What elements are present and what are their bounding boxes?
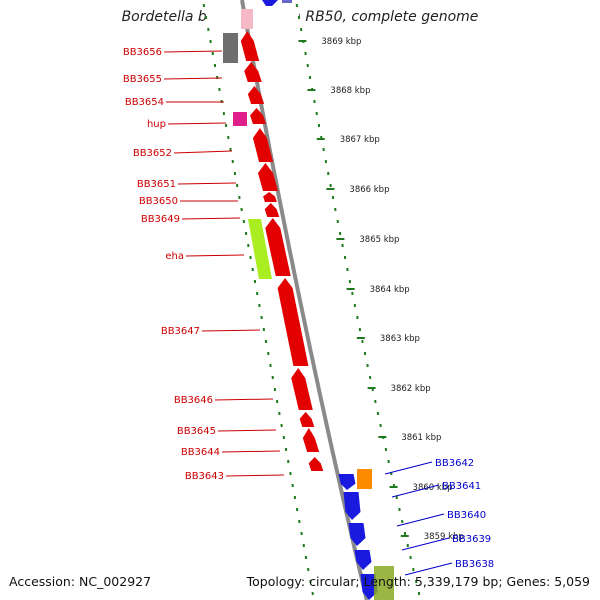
reverse-gene-arrow (244, 62, 262, 82)
gene-label-leader (185, 254, 245, 257)
gene-label-leader (396, 513, 445, 527)
gene-label-leader (163, 77, 223, 80)
gene-label-leader (177, 182, 237, 185)
reverse-gene-label: BB3646 (174, 395, 213, 406)
gene-label-leader (201, 329, 261, 332)
gray-feature (223, 33, 238, 63)
gene-label-leader (181, 217, 241, 220)
reverse-gene-arrow (277, 278, 309, 366)
gene-label-leader (167, 122, 227, 125)
magenta-feature (233, 112, 247, 126)
olive-feature (374, 566, 394, 600)
kbp-label: 3862 kbp (391, 384, 431, 394)
forward-gene-arrow (282, 0, 292, 3)
reverse-gene-arrow (250, 108, 266, 124)
reverse-gene-arrow (252, 128, 274, 162)
reverse-gene-label: BB3654 (125, 97, 164, 108)
kbp-label: 3864 kbp (370, 285, 410, 295)
reverse-gene-label: BB3643 (185, 471, 224, 482)
reverse-gene-arrow (240, 31, 260, 61)
gene-label-leader (163, 50, 223, 53)
gene-label-leader (401, 537, 450, 551)
kbp-label: 3868 kbp (330, 86, 370, 96)
reverse-gene-label: BB3651 (137, 179, 176, 190)
reverse-gene-label: eha (165, 251, 184, 262)
forward-gene-arrow (360, 574, 378, 600)
gene-label-leader (173, 150, 233, 154)
reverse-gene-arrow (264, 203, 280, 217)
reverse-gene-arrow (308, 457, 324, 471)
forward-gene-label: BB3640 (447, 510, 486, 521)
genome-summary-text: Topology: circular; Length: 5,339,179 bp… (246, 574, 590, 589)
forward-gene-label: BB3638 (455, 559, 494, 570)
kbp-label: 3859 kbp (424, 532, 464, 542)
gene-label-leader (217, 429, 277, 432)
kbp-label: 3860 kbp (413, 483, 453, 493)
gene-label-leader (404, 562, 453, 576)
reverse-gene-label: BB3656 (123, 47, 162, 58)
gene-label-leader (391, 484, 440, 498)
reverse-gene-arrow (291, 368, 313, 410)
reverse-gene-label: BB3650 (139, 196, 178, 207)
kbp-label: 3865 kbp (359, 235, 399, 245)
forward-gene-arrow (343, 492, 361, 520)
gene-label-leader (214, 398, 274, 401)
reverse-gene-label: hup (147, 119, 166, 130)
kbp-label: 3867 kbp (340, 135, 380, 145)
reverse-gene-label: BB3645 (177, 426, 216, 437)
kbp-label: 3866 kbp (349, 185, 389, 195)
forward-gene-arrow (262, 0, 278, 6)
reverse-gene-label: BB3644 (181, 447, 220, 458)
gene-label-leader (384, 461, 433, 475)
kbp-label: 3863 kbp (380, 334, 420, 344)
forward-gene-arrow (354, 550, 372, 570)
reverse-gene-arrow (265, 218, 291, 276)
forward-gene-arrow (348, 523, 366, 546)
gene-label-leader (225, 474, 285, 477)
forward-gene-arrow (338, 474, 356, 490)
accession-text: Accession: NC_002927 (9, 574, 152, 589)
reverse-gene-label: BB3655 (123, 74, 162, 85)
reverse-gene-arrow (302, 428, 320, 452)
reverse-gene-label: BB3649 (141, 214, 180, 225)
reverse-gene-arrow (263, 192, 277, 202)
orange-feature (357, 469, 372, 489)
reverse-gene-arrow (299, 412, 315, 427)
reverse-gene-label: BB3647 (161, 326, 200, 337)
reverse-gene-label: BB3652 (133, 148, 172, 159)
kbp-label: 3861 kbp (401, 433, 441, 443)
forward-gene-label: BB3642 (435, 458, 474, 469)
kbp-label: 3869 kbp (321, 37, 361, 47)
reverse-gene-arrow (247, 86, 265, 104)
forward-gene-label: BB3639 (452, 534, 491, 545)
reverse-gene-arrow (257, 163, 279, 191)
pink-feature (241, 9, 253, 29)
lime-feature (248, 219, 272, 279)
forward-gene-label: BB3641 (442, 481, 481, 492)
gene-label-leader (221, 450, 281, 453)
